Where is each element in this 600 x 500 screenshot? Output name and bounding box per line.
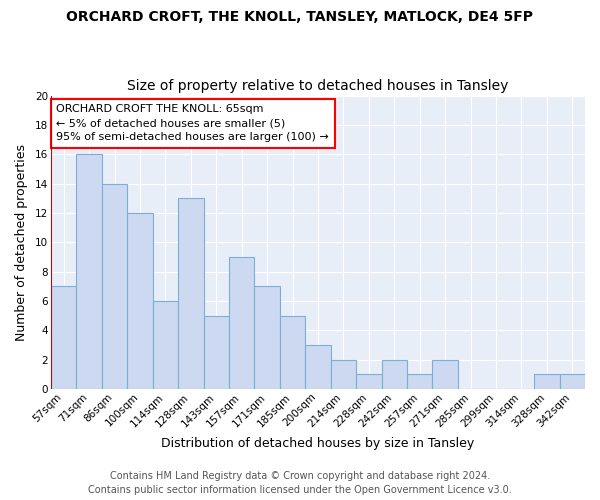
Bar [229, 257, 254, 389]
Bar [51, 286, 76, 389]
Bar [127, 213, 152, 389]
Y-axis label: Number of detached properties: Number of detached properties [15, 144, 28, 341]
Bar [560, 374, 585, 389]
Bar [152, 301, 178, 389]
Title: Size of property relative to detached houses in Tansley: Size of property relative to detached ho… [127, 79, 509, 93]
Bar [76, 154, 102, 389]
Bar [178, 198, 203, 389]
Bar [102, 184, 127, 389]
Text: Contains HM Land Registry data © Crown copyright and database right 2024.
Contai: Contains HM Land Registry data © Crown c… [88, 471, 512, 495]
Bar [280, 316, 305, 389]
Bar [407, 374, 433, 389]
Bar [534, 374, 560, 389]
Bar [331, 360, 356, 389]
Text: ORCHARD CROFT, THE KNOLL, TANSLEY, MATLOCK, DE4 5FP: ORCHARD CROFT, THE KNOLL, TANSLEY, MATLO… [67, 10, 533, 24]
Bar [382, 360, 407, 389]
Bar [203, 316, 229, 389]
Bar [305, 345, 331, 389]
Text: ORCHARD CROFT THE KNOLL: 65sqm
← 5% of detached houses are smaller (5)
95% of se: ORCHARD CROFT THE KNOLL: 65sqm ← 5% of d… [56, 104, 329, 142]
Bar [254, 286, 280, 389]
Bar [433, 360, 458, 389]
X-axis label: Distribution of detached houses by size in Tansley: Distribution of detached houses by size … [161, 437, 475, 450]
Bar [356, 374, 382, 389]
